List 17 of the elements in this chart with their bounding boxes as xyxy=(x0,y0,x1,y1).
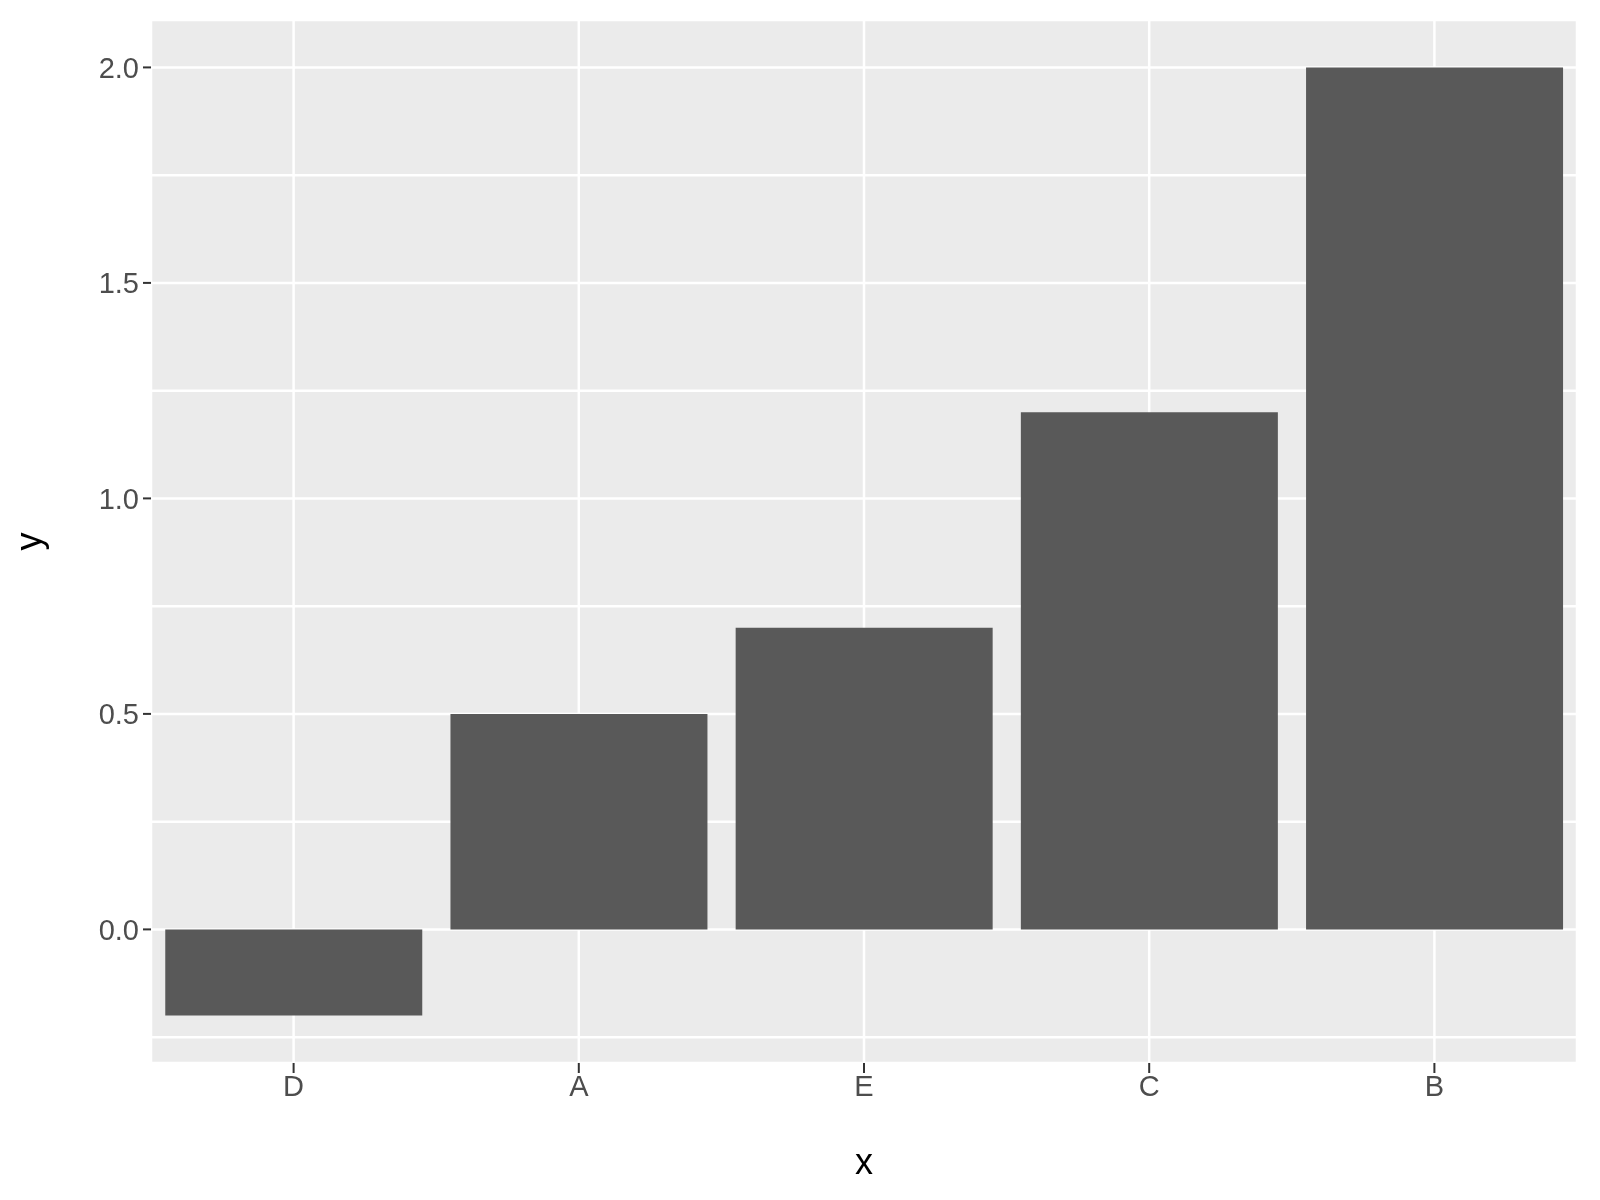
x-axis-title: x xyxy=(855,1141,873,1182)
bar xyxy=(165,929,423,1016)
y-tick-label: 1.0 xyxy=(98,482,139,515)
x-tick-label: D xyxy=(283,1069,305,1102)
y-tick-label: 2.0 xyxy=(98,51,139,84)
x-tick-label: B xyxy=(1424,1069,1445,1102)
y-tick-label: 1.5 xyxy=(98,267,139,300)
x-tick-label: C xyxy=(1138,1069,1160,1102)
x-tick-label: A xyxy=(569,1069,590,1102)
bar xyxy=(735,627,993,930)
x-tick-label: E xyxy=(854,1069,874,1102)
y-axis-title: y xyxy=(7,532,49,551)
y-tick-label: 0.5 xyxy=(98,698,139,731)
bar xyxy=(1020,412,1278,930)
bar xyxy=(1306,67,1564,930)
bar xyxy=(450,713,708,930)
y-tick-label: 0.0 xyxy=(98,913,139,946)
